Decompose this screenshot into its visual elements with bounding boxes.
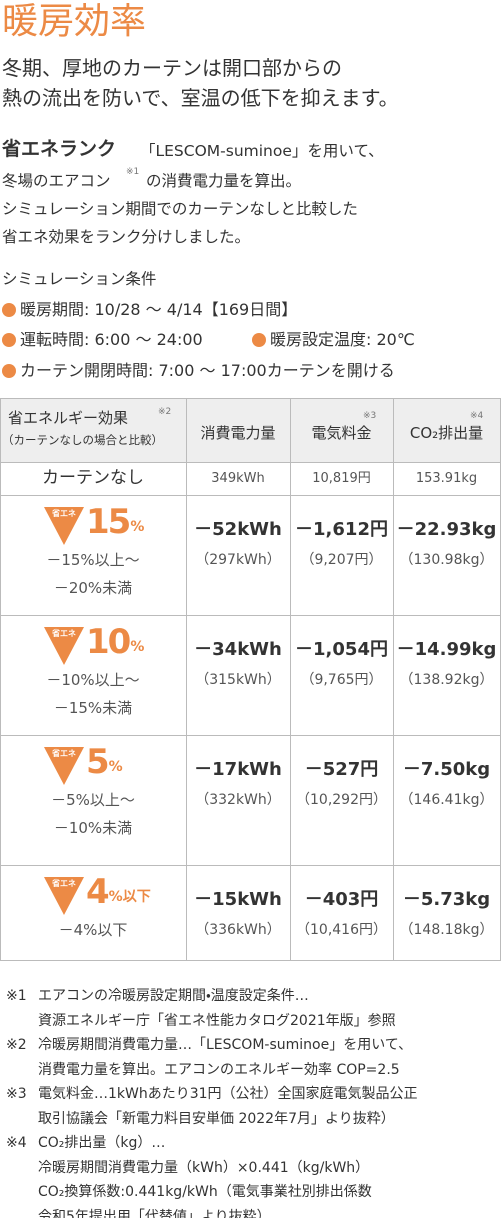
rank-range: －10%未満 — [53, 819, 133, 837]
rank-number: 10 — [86, 622, 131, 662]
header-effect: 省エネルギー効果 — [8, 409, 129, 427]
rank-line: の消費電力量を算出。 — [146, 172, 302, 190]
note-line: 令和5年提出用「代替値」より抜粋） — [38, 1208, 271, 1218]
note-mark: ※4 — [6, 1135, 27, 1151]
badge-text: 省エネ — [52, 629, 76, 638]
note-ref: ※4 — [470, 411, 484, 421]
diff-value: －22.93kg — [396, 519, 497, 540]
note-line: 取引協議会「新電力料目安単価 2022年7月」より抜粋） — [38, 1110, 395, 1127]
note-line: 資源エネルギー庁「省エネ性能カタログ2021年版」参照 — [38, 1012, 396, 1029]
note-line: 冷暖房期間消費電力量…「LESCOM-suminoe」を用いて、 — [38, 1037, 413, 1053]
baseline-value: 10,819円 — [312, 471, 371, 486]
total-value: （10,416円） — [296, 922, 387, 938]
rank-line: シミュレーション期間でのカーテンなしと比較した — [2, 200, 358, 218]
rank-unit: %以下 — [108, 889, 151, 905]
bullet — [2, 333, 16, 347]
table-cell — [186, 865, 291, 961]
bullet — [2, 364, 16, 378]
intro-line: 冬期、厚地のカーテンは開口部からの — [2, 56, 342, 80]
diff-value: －527円 — [304, 759, 379, 780]
total-value: （297kWh） — [195, 552, 281, 568]
rank-number: 5 — [86, 742, 110, 782]
total-value: （9,765円） — [300, 672, 383, 688]
rank-number: 15 — [86, 502, 131, 542]
rank-range: －20%未満 — [53, 579, 133, 597]
note-line: エアコンの冷暖房設定期間・温度設定条件… — [38, 988, 309, 1004]
condition-item: 運転時間: 6:00 ～ 24:00 — [20, 330, 203, 349]
rank-range: －4%以下 — [58, 921, 128, 939]
total-value: （138.92kg） — [399, 672, 494, 688]
baseline-label: カーテンなし — [42, 468, 144, 488]
total-value: （146.41kg） — [399, 792, 494, 808]
baseline-value: 153.91kg — [415, 471, 478, 486]
total-value: （336kWh） — [195, 922, 281, 938]
total-value: （10,292円） — [296, 792, 387, 808]
note-line: 冷暖房期間消費電力量（kWh）×0.441（kg/kWh） — [38, 1159, 370, 1176]
note-mark: ※2 — [6, 1037, 27, 1053]
header-effect-sub: （カーテンなしの場合と比較） — [2, 433, 163, 447]
rank-unit: % — [108, 759, 123, 775]
rank-lead: 「LESCOM-suminoe」を用いて、 — [140, 142, 384, 160]
rank-number: 4 — [86, 872, 110, 912]
rank-heading: 省エネランク — [2, 138, 117, 160]
condition-item: 暖房期間: 10/28 ～ 4/14【169日間】 — [20, 300, 298, 319]
rank-line: 冬場のエアコン — [2, 172, 111, 190]
intro-line: 熱の流出を防いで、室温の低下を抑えます。 — [2, 86, 399, 110]
diff-value: －17kWh — [194, 759, 282, 780]
header-label: 電気料金 — [311, 424, 372, 442]
note-mark: ※1 — [6, 988, 27, 1004]
note-line: 電気料金…1kWhあたり31円（公社）全国家庭電気製品公正 — [38, 1086, 418, 1102]
diff-value: －5.73kg — [402, 889, 491, 910]
condition-item: 暖房設定温度: 20℃ — [270, 330, 415, 349]
baseline-value: 349kWh — [211, 471, 265, 486]
table-cell — [186, 398, 291, 463]
diff-value: －403円 — [304, 889, 379, 910]
total-value: （332kWh） — [195, 792, 281, 808]
total-value: （9,207円） — [300, 552, 383, 568]
diff-value: －14.99kg — [396, 639, 497, 660]
bullet — [2, 303, 16, 317]
diff-value: －15kWh — [194, 889, 282, 910]
rank-range: －10%以上～ — [46, 671, 140, 689]
total-value: （148.18kg） — [399, 922, 494, 938]
condition-item: カーテン開閉時間: 7:00 ～ 17:00カーテンを開ける — [20, 361, 395, 380]
note-ref: ※3 — [363, 411, 377, 421]
table-cell — [290, 865, 394, 961]
diff-value: －34kWh — [194, 639, 282, 660]
table-cell — [393, 865, 501, 961]
diff-value: －52kWh — [194, 519, 282, 540]
badge-text: 省エネ — [52, 509, 76, 518]
note-mark: ※3 — [6, 1086, 27, 1102]
conditions-heading: シミュレーション条件 — [2, 270, 157, 288]
header-label: CO₂排出量 — [409, 424, 484, 442]
rank-range: －15%未満 — [53, 699, 133, 717]
total-value: （315kWh） — [195, 672, 281, 688]
note-ref: ※1 — [126, 167, 140, 177]
note-line: CO₂換算係数:0.441kg/kWh（電気事業社別排出係数 — [38, 1184, 372, 1200]
bullet — [252, 333, 266, 347]
rank-range: －5%以上～ — [51, 791, 135, 809]
note-ref: ※2 — [158, 407, 172, 417]
badge-text: 省エネ — [52, 749, 76, 758]
header-label: 消費電力量 — [200, 424, 276, 442]
diff-value: －1,054円 — [295, 639, 388, 660]
title: 暖房効率 — [2, 1, 147, 42]
badge-text: 省エネ — [52, 879, 76, 888]
note-line: CO₂排出量（kg）… — [38, 1135, 166, 1151]
diff-value: －7.50kg — [402, 759, 491, 780]
note-line: 消費電力量を算出。エアコンのエネルギー効率 COP=2.5 — [38, 1061, 400, 1078]
diff-value: －1,612円 — [295, 519, 388, 540]
table-cell — [0, 398, 187, 463]
rank-range: －15%以上～ — [46, 551, 140, 569]
total-value: （130.98kg） — [399, 552, 494, 568]
rank-unit: % — [130, 639, 145, 655]
rank-unit: % — [130, 519, 145, 535]
rank-line: 省エネ効果をランク分けしました。 — [2, 228, 251, 246]
